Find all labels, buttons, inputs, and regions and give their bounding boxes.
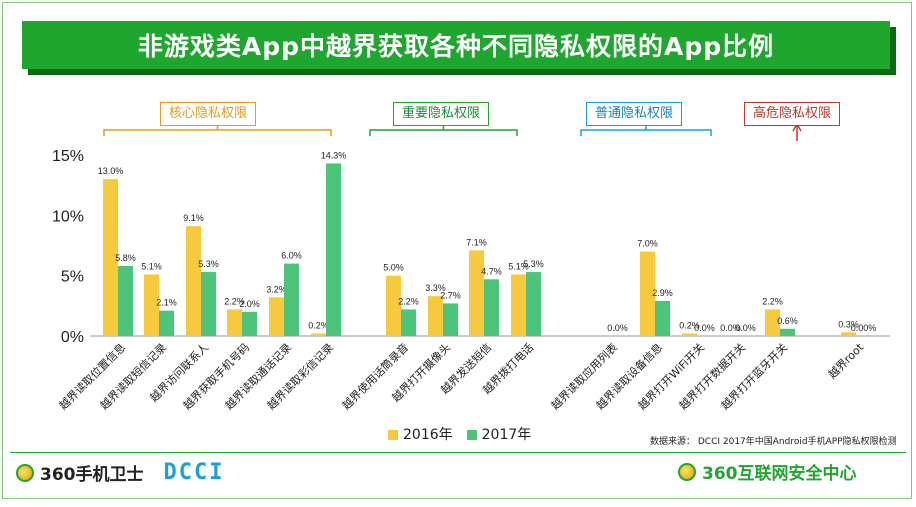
data-label: 0.2% (679, 321, 700, 331)
data-label: 5.1% (141, 261, 162, 271)
group-bracket (103, 129, 332, 136)
bar-2017 (484, 279, 499, 336)
legend-swatch-2016 (388, 430, 398, 440)
group-label-normal: 普通隐私权限 (586, 102, 683, 126)
bar-2017 (780, 328, 795, 336)
bar-2017 (401, 309, 416, 336)
360-security-logo-icon (678, 462, 696, 481)
data-label: 5.8% (115, 253, 136, 263)
data-label: 5.0% (383, 263, 404, 273)
bar-2016 (511, 274, 526, 336)
bar-2017 (242, 311, 257, 336)
bar-2016 (428, 296, 443, 336)
bar-2017 (526, 272, 541, 336)
legend-item-2016: 2016年 (388, 424, 453, 444)
data-label: 7.1% (466, 237, 487, 247)
group-label-important: 重要隐私权限 (393, 102, 490, 126)
bar-2016 (144, 274, 159, 336)
data-label: 0.6% (777, 316, 798, 326)
group-bracket (369, 129, 518, 136)
data-label: 2.7% (440, 290, 461, 300)
bar-2016 (765, 309, 780, 336)
title-bar: 非游戏类App中越界获取各种不同隐私权限的App比例 (22, 21, 890, 69)
data-source: 数据来源： DCCI 2017年中国Android手机APP隐私权限检测 (650, 437, 897, 447)
bar-2017 (655, 301, 670, 336)
data-label: 3.3% (425, 283, 446, 293)
data-label: 2.2% (398, 296, 419, 306)
data-label: 0.0% (694, 323, 715, 333)
y-tick-label: 10% (52, 208, 84, 225)
data-label: 0.00% (851, 323, 877, 333)
data-label: 6.0% (281, 251, 302, 261)
footer-divider (10, 452, 906, 453)
bar-2016 (103, 179, 118, 336)
bar-2016 (227, 309, 242, 336)
brand-dcci: DCCI (163, 460, 225, 485)
bar-2016 (269, 297, 284, 336)
data-label: 3.2% (266, 284, 287, 294)
data-label: 2.0% (239, 299, 260, 309)
legend: 2016年 2017年 (388, 424, 531, 444)
footer-right-logo: 360互联网安全中心 (678, 459, 857, 484)
footer-left-logos: 360手机卫士 DCCI (16, 460, 224, 485)
bar-2016 (841, 332, 856, 336)
bar-2016 (469, 250, 484, 336)
data-label: 14.3% (321, 150, 347, 160)
data-label: 13.0% (98, 166, 124, 176)
data-label: 9.1% (183, 213, 204, 223)
bar-2017 (443, 303, 458, 336)
brand-360-mobile-guard: 360手机卫士 (40, 465, 144, 485)
bar-2016 (311, 333, 326, 336)
data-label: 5.3% (523, 259, 544, 269)
bar-2016 (640, 251, 655, 336)
data-label: 0.0% (720, 323, 741, 333)
y-tick-label: 0% (61, 329, 84, 346)
360-logo-icon (16, 463, 34, 482)
legend-swatch-2017 (466, 430, 477, 440)
data-label: 0.2% (308, 321, 329, 331)
y-tick-label: 15% (52, 148, 84, 165)
bar-2017 (326, 163, 341, 336)
chart-title: 非游戏类App中越界获取各种不同隐私权限的App比例 (137, 32, 775, 61)
bar-2016 (186, 226, 201, 336)
legend-item-2017: 2017年 (466, 424, 531, 444)
data-label: 7.0% (637, 239, 658, 249)
bar-2017 (159, 310, 174, 336)
group-label-core: 核心隐私权限 (160, 102, 257, 126)
data-label: 2.1% (156, 298, 177, 308)
x-tick-label: 越界root (825, 340, 867, 382)
bar-2017 (118, 266, 133, 336)
data-label: 0.3% (838, 319, 859, 329)
bar-2017 (284, 263, 299, 336)
data-label: 0.0% (607, 323, 628, 333)
data-label: 5.1% (508, 261, 529, 271)
slide-frame (2, 2, 912, 499)
data-label: 2.9% (652, 288, 673, 298)
group-bracket (580, 129, 712, 136)
brand-360-security-center: 360互联网安全中心 (702, 464, 857, 484)
data-label: 4.7% (481, 266, 502, 276)
group-label-high-risk: 高危隐私权限 (744, 102, 841, 126)
bar-2016 (386, 275, 401, 336)
data-label: 2.2% (762, 296, 783, 306)
data-label: 2.2% (224, 296, 245, 306)
y-tick-label: 5% (61, 269, 84, 286)
bar-2016 (682, 333, 697, 336)
data-label: 0.0% (735, 323, 756, 333)
data-label: 5.3% (198, 259, 219, 269)
bar-2017 (201, 272, 216, 336)
